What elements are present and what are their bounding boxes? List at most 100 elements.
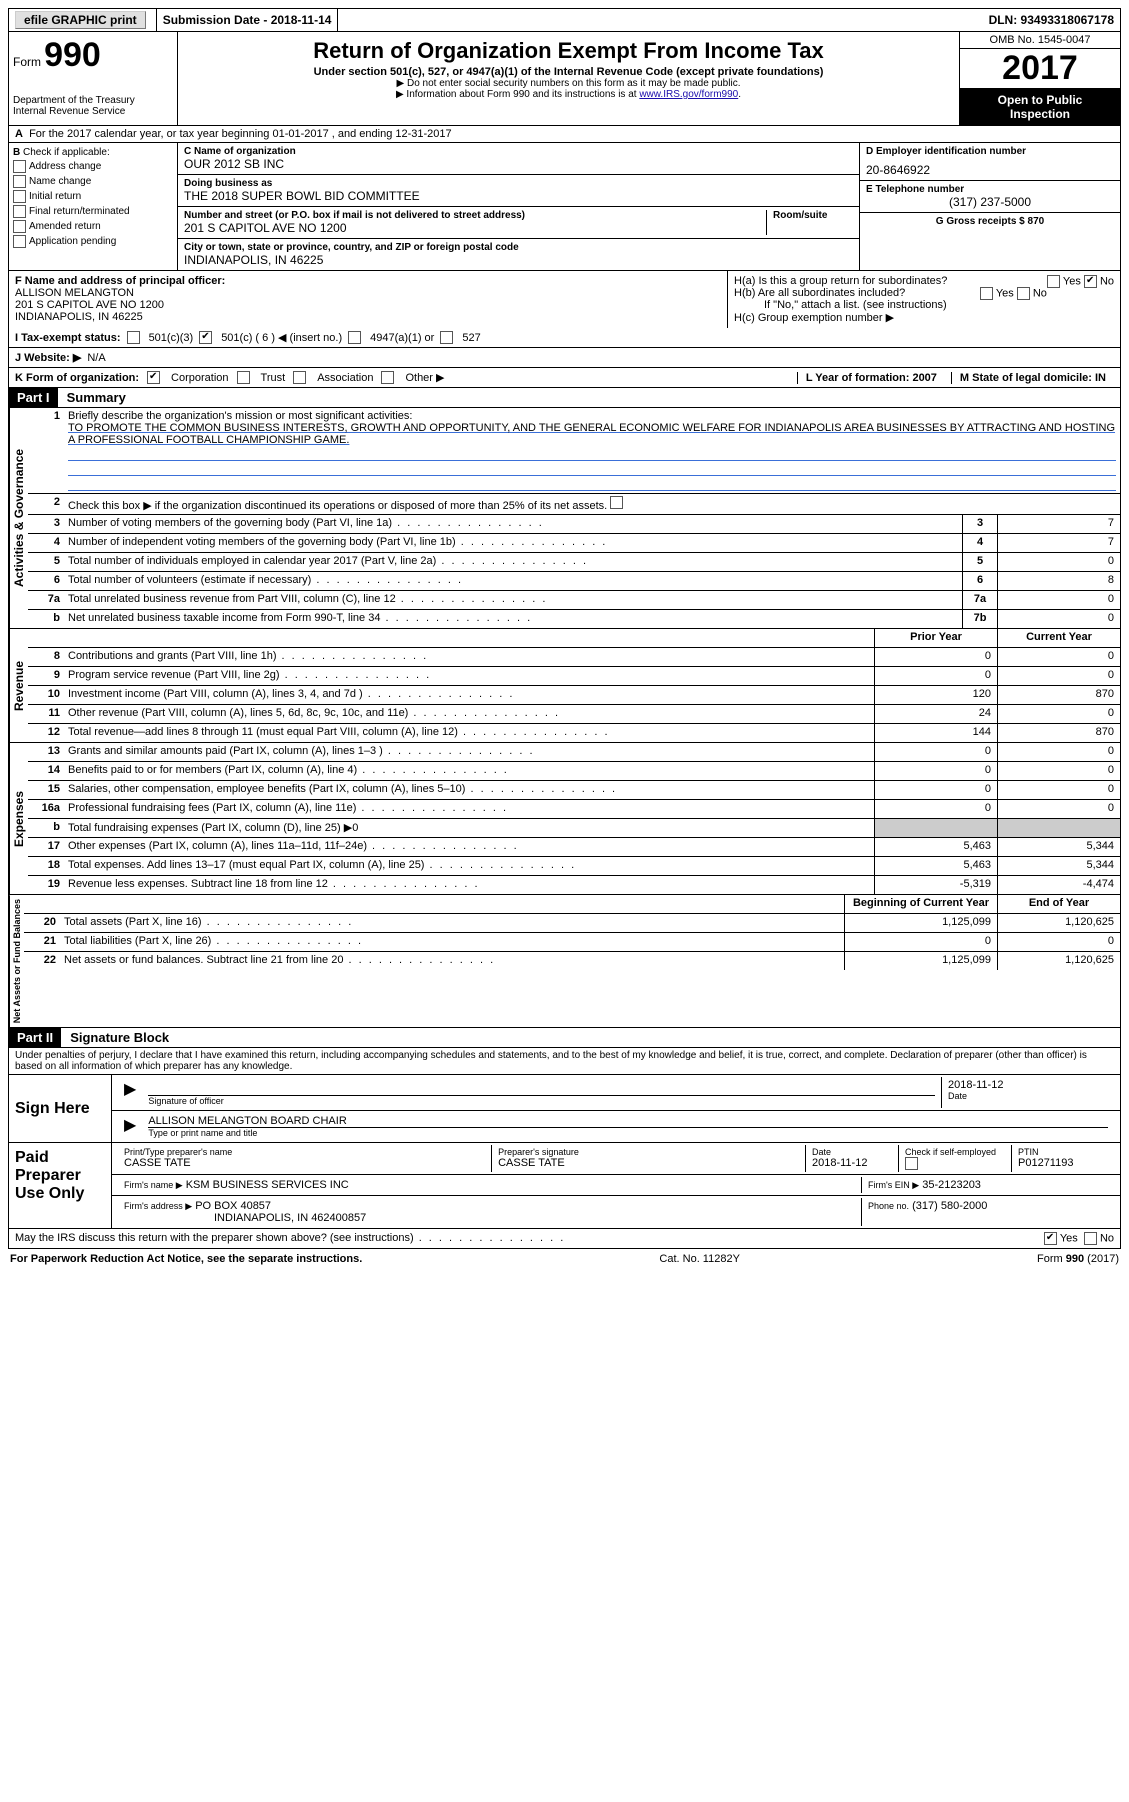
- page-footer: For Paperwork Reduction Act Notice, see …: [8, 1249, 1121, 1269]
- sig-date: 2018-11-12: [948, 1079, 1108, 1091]
- paid-preparer-block: Paid Preparer Use Only Print/Type prepar…: [8, 1143, 1121, 1229]
- cb-4947[interactable]: [348, 331, 361, 344]
- efile-button[interactable]: efile GRAPHIC print: [15, 11, 146, 29]
- c-name-label: C Name of organization: [184, 146, 853, 157]
- i-label: I Tax-exempt status:: [15, 332, 121, 344]
- firm-ein: 35-2123203: [922, 1179, 981, 1191]
- cb-application-pending[interactable]: [13, 235, 26, 248]
- table-row: 14Benefits paid to or for members (Part …: [28, 762, 1120, 781]
- cb-amended-return[interactable]: [13, 220, 26, 233]
- cb-527[interactable]: [440, 331, 453, 344]
- vlabel-netassets: Net Assets or Fund Balances: [9, 895, 24, 1027]
- preparer-date: 2018-11-12: [812, 1157, 892, 1169]
- g-label: G Gross receipts $ 870: [866, 216, 1114, 227]
- e-label: E Telephone number: [866, 184, 1114, 195]
- part-ii-header: Part II: [9, 1028, 61, 1047]
- vlabel-ag: Activities & Governance: [9, 408, 28, 628]
- l2: Check this box ▶ if the organization dis…: [64, 494, 1120, 514]
- table-row: 7aTotal unrelated business revenue from …: [28, 591, 1120, 610]
- street-address: 201 S CAPITOL AVE NO 1200: [184, 221, 766, 235]
- table-row: bNet unrelated business taxable income f…: [28, 610, 1120, 628]
- cb-corp[interactable]: [147, 371, 160, 384]
- perjury-text: Under penalties of perjury, I declare th…: [8, 1048, 1121, 1075]
- hb-label: H(b) Are all subordinates included?: [734, 287, 905, 299]
- cb-other[interactable]: [381, 371, 394, 384]
- form-note-2: ▶ Information about Form 990 and its ins…: [182, 89, 955, 100]
- hb-note: If "No," attach a list. (see instruction…: [734, 299, 1114, 311]
- table-row: 11Other revenue (Part VIII, column (A), …: [28, 705, 1120, 724]
- city-label: City or town, state or province, country…: [184, 242, 853, 253]
- l-label: L Year of formation: 2007: [806, 372, 937, 384]
- cb-501c3[interactable]: [127, 331, 140, 344]
- cb-self-employed[interactable]: [905, 1157, 918, 1170]
- col-current: Current Year: [997, 629, 1120, 647]
- cb-discuss-yes[interactable]: [1044, 1232, 1057, 1245]
- table-row: bTotal fundraising expenses (Part IX, co…: [28, 819, 1120, 838]
- cb-name-change[interactable]: [13, 175, 26, 188]
- submission-date: Submission Date - 2018-11-14: [157, 9, 339, 31]
- officer-typed-name: ALLISON MELANGTON BOARD CHAIR: [148, 1115, 1108, 1128]
- d-label: D Employer identification number: [866, 146, 1114, 157]
- cb-hb-yes[interactable]: [980, 287, 993, 300]
- tax-year: 2017: [960, 49, 1120, 89]
- col-prior: Prior Year: [874, 629, 997, 647]
- part-ii-title: Signature Block: [70, 1030, 169, 1045]
- dept-treasury: Department of the Treasury: [13, 95, 173, 106]
- cb-final-return[interactable]: [13, 205, 26, 218]
- website: N/A: [87, 352, 105, 364]
- table-row: 8Contributions and grants (Part VIII, li…: [28, 648, 1120, 667]
- footer-left: For Paperwork Reduction Act Notice, see …: [10, 1253, 362, 1265]
- cb-ha-no[interactable]: [1084, 275, 1097, 288]
- part-i-ag: Activities & Governance 1 Briefly descri…: [8, 408, 1121, 629]
- table-row: 13Grants and similar amounts paid (Part …: [28, 743, 1120, 762]
- top-bar: efile GRAPHIC print Submission Date - 20…: [8, 8, 1121, 32]
- table-row: 18Total expenses. Add lines 13–17 (must …: [28, 857, 1120, 876]
- form-label: Form: [13, 55, 41, 69]
- ptin: P01271193: [1018, 1157, 1108, 1169]
- table-row: 16aProfessional fundraising fees (Part I…: [28, 800, 1120, 819]
- cb-l2[interactable]: [610, 496, 623, 509]
- discuss-question: May the IRS discuss this return with the…: [15, 1232, 1044, 1245]
- firm-name: KSM BUSINESS SERVICES INC: [186, 1179, 349, 1191]
- sig-date-label: Date: [948, 1091, 1108, 1101]
- cb-discuss-no[interactable]: [1084, 1232, 1097, 1245]
- ha-label: H(a) Is this a group return for subordin…: [734, 275, 947, 287]
- room-label: Room/suite: [773, 210, 853, 221]
- cb-assoc[interactable]: [293, 371, 306, 384]
- b-checklist: Address change Name change Initial retur…: [13, 160, 173, 248]
- form-header: Form 990 Department of the Treasury Inte…: [8, 32, 1121, 126]
- org-name: OUR 2012 SB INC: [184, 157, 853, 171]
- irs-link[interactable]: www.IRS.gov/form990: [639, 89, 738, 100]
- table-row: 12Total revenue—add lines 8 through 11 (…: [28, 724, 1120, 742]
- hc-label: H(c) Group exemption number ▶: [734, 311, 1114, 324]
- paid-preparer-label: Paid Preparer Use Only: [9, 1143, 112, 1228]
- part-i-netassets: Net Assets or Fund Balances Beginning of…: [8, 895, 1121, 1028]
- typed-name-label: Type or print name and title: [148, 1128, 1108, 1138]
- cb-initial-return[interactable]: [13, 190, 26, 203]
- part-i-expenses: Expenses 13Grants and similar amounts pa…: [8, 743, 1121, 895]
- cb-ha-yes[interactable]: [1047, 275, 1060, 288]
- sign-here-label: Sign Here: [9, 1075, 112, 1142]
- table-row: 22Net assets or fund balances. Subtract …: [24, 952, 1120, 970]
- table-row: 17Other expenses (Part IX, column (A), l…: [28, 838, 1120, 857]
- phone: (317) 237-5000: [866, 195, 1114, 209]
- cb-501c[interactable]: [199, 331, 212, 344]
- footer-right: Form 990 (2017): [1037, 1253, 1119, 1265]
- cb-address-change[interactable]: [13, 160, 26, 173]
- cb-trust[interactable]: [237, 371, 250, 384]
- arrow-icon: ▶: [118, 1077, 142, 1108]
- inspection-2: Inspection: [964, 107, 1116, 121]
- b-title: Check if applicable:: [23, 147, 110, 158]
- omb-number: OMB No. 1545-0047: [960, 32, 1120, 49]
- sig-officer-label: Signature of officer: [148, 1096, 935, 1106]
- officer-addr2: INDIANAPOLIS, IN 46225: [15, 311, 721, 323]
- form-number: 990: [44, 36, 101, 74]
- self-employed-label: Check if self-employed: [905, 1147, 1005, 1170]
- table-row: 19Revenue less expenses. Subtract line 1…: [28, 876, 1120, 894]
- table-row: 5Total number of individuals employed in…: [28, 553, 1120, 572]
- dept-irs: Internal Revenue Service: [13, 106, 173, 117]
- f-label: F Name and address of principal officer:: [15, 275, 721, 287]
- part-i-title: Summary: [67, 390, 126, 405]
- cb-hb-no[interactable]: [1017, 287, 1030, 300]
- officer-name: ALLISON MELANGTON: [15, 287, 721, 299]
